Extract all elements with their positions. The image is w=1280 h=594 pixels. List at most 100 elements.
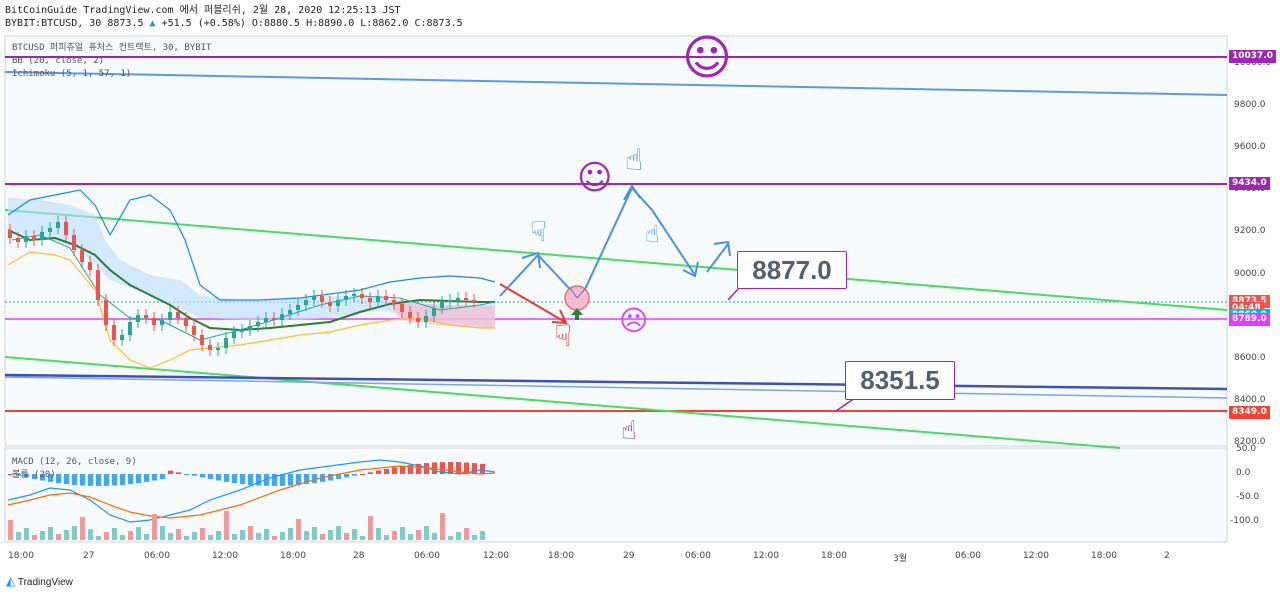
candle[interactable] — [232, 332, 236, 338]
candle[interactable] — [160, 320, 164, 325]
candle[interactable] — [216, 348, 220, 350]
candle[interactable] — [8, 230, 12, 238]
price-pane[interactable] — [4, 35, 1228, 447]
candle[interactable] — [328, 302, 332, 306]
macd-bar — [224, 474, 229, 482]
candle[interactable] — [440, 302, 444, 308]
candle[interactable] — [136, 315, 140, 322]
candle[interactable] — [456, 298, 460, 300]
candle[interactable] — [88, 262, 92, 270]
macd-bar — [456, 462, 461, 474]
candle[interactable] — [200, 335, 204, 345]
candle[interactable] — [352, 294, 356, 296]
candle[interactable] — [24, 236, 28, 242]
callout-upper-pointer — [727, 286, 741, 301]
volume-bar — [432, 533, 437, 540]
volume-legend[interactable]: 볼륨 (20) — [12, 470, 56, 480]
candle[interactable] — [192, 326, 196, 335]
candle[interactable] — [16, 238, 20, 242]
candle[interactable] — [312, 296, 316, 300]
candle[interactable] — [104, 300, 108, 325]
candle[interactable] — [72, 235, 76, 250]
candle[interactable] — [112, 325, 116, 340]
candle[interactable] — [144, 315, 148, 318]
candle[interactable] — [400, 304, 404, 312]
candle[interactable] — [32, 236, 36, 240]
candle[interactable] — [280, 314, 284, 320]
candle[interactable] — [80, 250, 84, 262]
upper-trendline[interactable] — [4, 71, 1228, 96]
green-channel-upper[interactable] — [4, 209, 1228, 311]
volume-bar — [184, 536, 189, 540]
candle[interactable] — [336, 300, 340, 306]
up-arrow-icon: ▲ — [149, 18, 156, 29]
candle[interactable] — [272, 318, 276, 320]
blue-support-line-2[interactable] — [4, 376, 1228, 399]
volume-bar — [424, 526, 429, 540]
candle[interactable] — [368, 298, 372, 302]
green-up-arrow-icon — [571, 308, 583, 320]
candle[interactable] — [320, 296, 324, 302]
green-channel-lower[interactable] — [4, 356, 1121, 449]
candle[interactable] — [416, 318, 420, 322]
candle[interactable] — [96, 270, 100, 300]
candle[interactable] — [208, 345, 212, 350]
candle[interactable] — [240, 330, 244, 332]
candle[interactable] — [168, 312, 172, 320]
macd-bar — [440, 462, 445, 474]
bb-legend[interactable]: BB (20, close, 2) — [12, 56, 105, 66]
candle[interactable] — [120, 335, 124, 340]
ichimoku-legend[interactable]: Ichimoku (5, 1, 57, 1) — [12, 69, 132, 79]
macd-bar — [352, 474, 357, 476]
candle[interactable] — [472, 300, 476, 302]
candle[interactable] — [360, 294, 364, 298]
volume-bar — [64, 530, 69, 540]
candle[interactable] — [376, 296, 380, 302]
candle[interactable] — [304, 300, 308, 305]
candle[interactable] — [184, 318, 188, 326]
candle[interactable] — [64, 222, 68, 235]
candle[interactable] — [424, 316, 428, 322]
blue-support-line[interactable] — [4, 373, 1228, 391]
candlesticks[interactable] — [8, 216, 476, 356]
candle[interactable] — [48, 228, 52, 232]
volume-bar — [448, 536, 453, 540]
candle[interactable] — [56, 222, 60, 228]
macd-bar — [400, 466, 405, 474]
bb-upper — [7, 189, 496, 301]
macd-legend[interactable]: MACD (12, 26, close, 9) — [12, 457, 137, 467]
candle[interactable] — [224, 338, 228, 348]
candle[interactable] — [40, 232, 44, 240]
candle[interactable] — [176, 312, 180, 318]
candle[interactable] — [448, 300, 452, 302]
symbol-legend[interactable]: BTCUSD 퍼피츄얼 퓨처스 컨트랙트, 30, BYBIT — [12, 43, 212, 53]
macd-bar — [216, 474, 221, 481]
volume-bar — [456, 532, 461, 540]
candle[interactable] — [248, 326, 252, 330]
candle[interactable] — [392, 300, 396, 304]
tradingview-logo[interactable]: ◭ TradingView — [6, 574, 73, 588]
candle[interactable] — [296, 305, 300, 310]
candle[interactable] — [256, 322, 260, 326]
price-tick-label: 8200.0 — [1234, 437, 1266, 447]
macd-bar — [328, 474, 333, 481]
candle[interactable] — [264, 318, 268, 322]
volume-bar — [480, 531, 485, 540]
macd-bar — [192, 474, 197, 476]
candle[interactable] — [408, 312, 412, 318]
candle[interactable] — [344, 296, 348, 300]
volume-bar — [336, 526, 341, 540]
candle[interactable] — [464, 298, 468, 300]
candle[interactable] — [432, 308, 436, 316]
candle[interactable] — [128, 322, 132, 335]
macd-pane[interactable] — [4, 447, 1228, 543]
macd-bar — [280, 474, 285, 486]
candle[interactable] — [152, 318, 156, 325]
candle[interactable] — [384, 296, 388, 300]
smile-mid-icon: ☺ — [577, 158, 613, 198]
callout-lower[interactable]: 8351.5 — [845, 361, 955, 400]
callout-upper[interactable]: 8877.0 — [737, 251, 847, 289]
macd-bar — [480, 463, 485, 474]
candle[interactable] — [288, 310, 292, 314]
